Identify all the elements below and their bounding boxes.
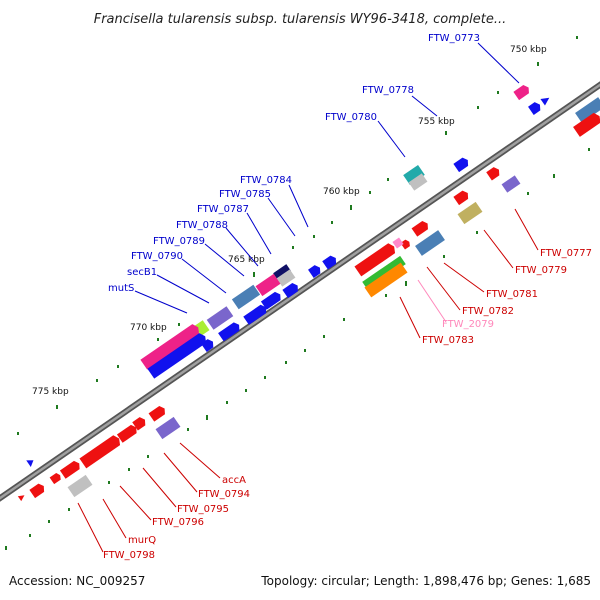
gene-blue-arrow-750[interactable] — [540, 94, 551, 106]
label-ftw-0782[interactable]: FTW_0782 — [462, 306, 514, 317]
gene-red-761[interactable] — [411, 219, 431, 237]
label-ftw-0780[interactable]: FTW_0780 — [325, 112, 377, 123]
label-ftw-0794[interactable]: FTW_0794 — [198, 489, 250, 500]
gene-slate-756[interactable] — [501, 175, 521, 193]
gene-acca[interactable] — [148, 404, 168, 422]
gene-ftw-0773[interactable] — [513, 83, 531, 101]
gene-red-775[interactable] — [79, 434, 122, 469]
gene-blue-777[interactable] — [26, 457, 35, 467]
gene-ftw-0785[interactable] — [276, 269, 296, 287]
gene-blue-767[interactable] — [243, 303, 268, 325]
label-ftw-0785[interactable]: FTW_0785 — [219, 189, 271, 200]
label-ftw-0787[interactable]: FTW_0787 — [197, 204, 249, 215]
gene-red-777a[interactable] — [49, 472, 63, 485]
gene-blue-762a[interactable] — [308, 263, 323, 278]
gene-ftw-2079[interactable] — [392, 237, 404, 249]
gene-blue-766a[interactable] — [282, 281, 300, 299]
accession-text: Accession: NC_009257 — [9, 574, 145, 588]
genome-summary-text: Topology: circular; Length: 1,898,476 bp… — [260, 574, 591, 588]
gene-ftw-0780[interactable] — [408, 173, 428, 191]
label-ftw-0783[interactable]: FTW_0783 — [422, 335, 474, 346]
label-ftw-0788[interactable]: FTW_0788 — [176, 220, 228, 231]
gene-red-758[interactable] — [453, 189, 470, 206]
genes-outer — [26, 83, 600, 467]
kbp-750: 750 kbp — [510, 45, 547, 55]
label-ftw-0796[interactable]: FTW_0796 — [152, 517, 204, 528]
gene-blue-762b[interactable] — [322, 254, 338, 270]
gene-red-778[interactable] — [17, 493, 26, 502]
label-muts[interactable]: mutS — [108, 283, 134, 294]
gene-ftw-0794[interactable] — [155, 416, 181, 440]
kbp-770: 770 kbp — [130, 323, 167, 333]
gene-ftw-0784[interactable] — [273, 264, 291, 280]
kbp-755: 755 kbp — [418, 117, 455, 127]
genome-backbone — [0, 81, 600, 502]
map-title: Francisella tularensis subsp. tularensis… — [94, 12, 507, 27]
label-ftw-0784[interactable]: FTW_0784 — [240, 175, 292, 186]
gene-blue-768[interactable] — [218, 321, 242, 342]
gene-steelblue-749[interactable] — [575, 97, 600, 123]
gene-blue-766b[interactable] — [260, 290, 283, 310]
kbp-scale: 750 kbp 755 kbp 760 kbp 765 kbp 770 kbp … — [32, 45, 547, 397]
gene-ftw-0782[interactable] — [400, 238, 411, 250]
gene-ftw-0777[interactable] — [486, 165, 502, 181]
gene-labels: FTW_0773 FTW_0778 FTW_0780 FTW_0784 FTW_… — [103, 33, 592, 561]
label-ftw-0779[interactable]: FTW_0779 — [515, 265, 567, 276]
gene-red-763[interactable] — [354, 242, 397, 277]
gene-red-749[interactable] — [573, 111, 600, 137]
gene-ftw-0778[interactable] — [403, 164, 425, 186]
label-ftw-0778[interactable]: FTW_0778 — [362, 85, 414, 96]
gene-ftw-0790[interactable] — [194, 320, 210, 336]
gene-muts[interactable] — [140, 322, 201, 370]
label-ftw-0773[interactable]: FTW_0773 — [428, 33, 480, 44]
gene-blue-751[interactable] — [528, 100, 543, 115]
gene-ftw-0795[interactable] — [132, 415, 148, 431]
gene-ftw-0798[interactable] — [29, 482, 46, 499]
label-acca[interactable]: accA — [222, 475, 246, 486]
gene-ftw-0787[interactable] — [255, 273, 281, 297]
gene-murq[interactable] — [67, 474, 93, 498]
gene-ftw-0779[interactable] — [457, 201, 483, 225]
gene-ftw-0789[interactable] — [206, 306, 234, 330]
label-ftw-0795[interactable]: FTW_0795 — [177, 504, 229, 515]
gene-ftw-0783[interactable] — [364, 262, 408, 298]
label-ftw-0790[interactable]: FTW_0790 — [131, 251, 183, 262]
kbp-765: 765 kbp — [228, 255, 265, 265]
label-secb1[interactable]: secB1 — [127, 267, 157, 278]
gene-ftw-0796[interactable] — [116, 423, 139, 443]
genes-inner — [17, 165, 521, 502]
tick-marks — [5, 36, 590, 550]
kbp-760: 760 kbp — [323, 187, 360, 197]
gene-red-776[interactable] — [59, 459, 82, 479]
label-ftw-0798[interactable]: FTW_0798 — [103, 550, 155, 561]
kbp-775: 775 kbp — [32, 387, 69, 397]
label-ftw-2079[interactable]: FTW_2079 — [442, 319, 494, 330]
label-ftw-0781[interactable]: FTW_0781 — [486, 289, 538, 300]
gene-ftw-0788[interactable] — [231, 284, 261, 310]
label-murq[interactable]: murQ — [128, 535, 156, 546]
label-ftw-0777[interactable]: FTW_0777 — [540, 248, 592, 259]
label-ftw-0789[interactable]: FTW_0789 — [153, 236, 205, 247]
gene-green-763[interactable] — [362, 255, 406, 291]
label-leaders — [77, 42, 539, 553]
gene-ftw-0781[interactable] — [415, 230, 445, 256]
gene-secb1[interactable] — [147, 331, 208, 379]
gene-blue-757[interactable] — [453, 156, 470, 173]
